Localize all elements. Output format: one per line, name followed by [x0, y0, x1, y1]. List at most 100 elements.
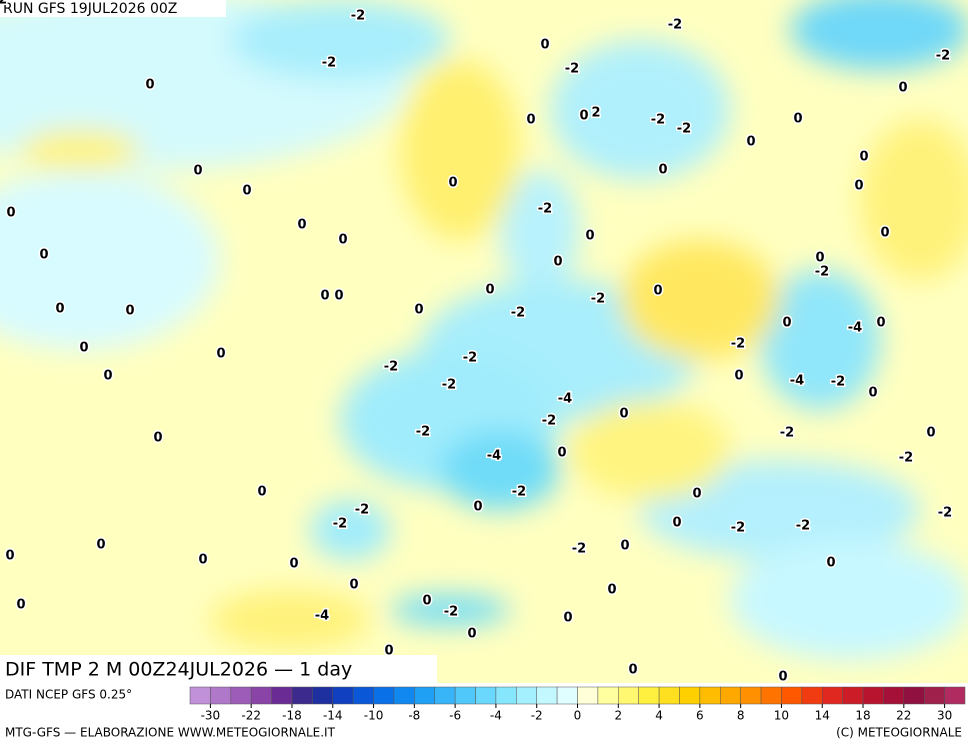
contour-label: 0 [692, 487, 701, 502]
contour-label: 0 [6, 206, 15, 221]
contour-label: -4 [790, 374, 804, 389]
contour-label: 0 [334, 289, 343, 304]
contour-label: 0 [628, 663, 637, 678]
colorbar-label: 4 [655, 709, 663, 723]
colorbar-swatch [414, 686, 435, 705]
contour-label: 0 [145, 78, 154, 93]
colorbar-label: -18 [282, 709, 302, 723]
colorbar-swatch [312, 686, 334, 705]
colorbar-label: -6 [449, 709, 461, 723]
colorbar-swatch [821, 686, 843, 705]
contour-label: -2 [572, 542, 586, 557]
contour-label: -2 [831, 375, 845, 390]
contour-label: 0 [746, 135, 755, 150]
contour-label: 0 [868, 386, 877, 401]
contour-label: -2 [938, 506, 952, 521]
colorbar-swatch [801, 686, 823, 705]
colorbar-swatch [903, 686, 925, 705]
colorbar-swatch [210, 686, 232, 705]
data-source: DATI NCEP GFS 0.25° [5, 688, 132, 702]
footer-left: MTG-GFS — ELABORAZIONE WWW.METEOGIORNALE… [5, 726, 336, 740]
contour-label: -2 [899, 451, 913, 466]
contour-label: 0 [289, 557, 298, 572]
contour-label: 0 [216, 347, 225, 362]
colorbar-swatch [434, 686, 456, 705]
colorbar-swatch [618, 686, 639, 705]
contour-label: 0 [540, 38, 549, 53]
colorbar-label: -2 [531, 709, 543, 723]
contour-label: -2 [416, 425, 430, 440]
colorbar-swatch [516, 686, 537, 705]
contour-label: -2 [442, 378, 456, 393]
colorbar-swatch [332, 686, 354, 705]
colorbar-swatch [577, 686, 599, 705]
colorbar-swatch [679, 686, 701, 705]
contour-label: -2 [651, 113, 665, 128]
contour-label: -2 [731, 521, 745, 536]
contour-label: 0 [242, 184, 251, 199]
contour-label: -2 [511, 306, 525, 321]
contour-label: 0 [926, 426, 935, 441]
colorbar-label: 14 [815, 709, 830, 723]
contour-label: -2 [936, 49, 950, 64]
contour-label: 0 [607, 583, 616, 598]
contour-label: -2 [731, 337, 745, 352]
contour-label: -2 [542, 414, 556, 429]
contour-label: 0 [585, 229, 594, 244]
colorbar-swatch [923, 686, 945, 705]
contour-label: 0 [778, 670, 787, 685]
contour-label: -2 [815, 265, 829, 280]
colorbar-label: 0 [574, 709, 582, 723]
colorbar-label: -30 [201, 709, 221, 723]
colorbar-label: 18 [855, 709, 870, 723]
colorbar-swatch [720, 686, 741, 705]
contour-label: -2 [351, 9, 365, 24]
contour-label: 0 [579, 109, 588, 124]
contour-label: 0 [103, 369, 112, 384]
contour-label: 0 [448, 176, 457, 191]
colorbar: -30 -22 -18 -14 -10 -8 -6 -4 -2 0 2 4 6 8 10 14 18 22 30 [189, 686, 966, 723]
contour-label: 0 [793, 112, 802, 127]
contour-label: 0 [653, 284, 662, 299]
contour-label: 0 [16, 598, 25, 613]
colorbar-swatch [271, 686, 293, 705]
colorbar-swatch [944, 686, 966, 705]
contour-label: 0 [153, 431, 162, 446]
contour-label: 0 [485, 283, 494, 298]
contour-label: 0 [553, 255, 562, 270]
contour-label: 0 [297, 218, 306, 233]
colorbar-label: -8 [408, 709, 420, 723]
contour-label: 0 [557, 446, 566, 461]
contour-label: -2 [538, 202, 552, 217]
contour-label: -4 [487, 449, 501, 464]
contour-label: 0 [125, 304, 134, 319]
contour-label: 0 [79, 341, 88, 356]
colorbar-label: -4 [490, 709, 502, 723]
colorbar-label: -10 [364, 709, 384, 723]
colorbar-label: -14 [323, 709, 343, 723]
colorbar-swatch [842, 686, 864, 705]
contour-label: 0 [880, 226, 889, 241]
contour-label: -2 [0, 0, 7, 8]
contour-label: 0 [414, 303, 423, 318]
colorbar-label: 6 [696, 709, 704, 723]
colorbar-swatch [556, 686, 578, 705]
contour-label: -2 [780, 426, 794, 441]
colorbar-swatch [495, 686, 517, 705]
contour-label: 0 [619, 407, 628, 422]
contour-label: -2 [463, 351, 477, 366]
colorbar-swatch [597, 686, 619, 705]
contour-label: 0 [473, 500, 482, 515]
map-field [0, 0, 968, 683]
colorbar-label: 8 [737, 709, 745, 723]
colorbar-swatch [230, 686, 252, 705]
colorbar-swatch [189, 686, 211, 705]
colorbar-label: -22 [241, 709, 261, 723]
contour-label: 0 [782, 316, 791, 331]
contour-label: 0 [39, 248, 48, 263]
contour-label: -4 [315, 609, 329, 624]
contour-label: 0 [5, 549, 14, 564]
contour-label: -2 [677, 122, 691, 137]
contour-label: 0 [815, 251, 824, 266]
